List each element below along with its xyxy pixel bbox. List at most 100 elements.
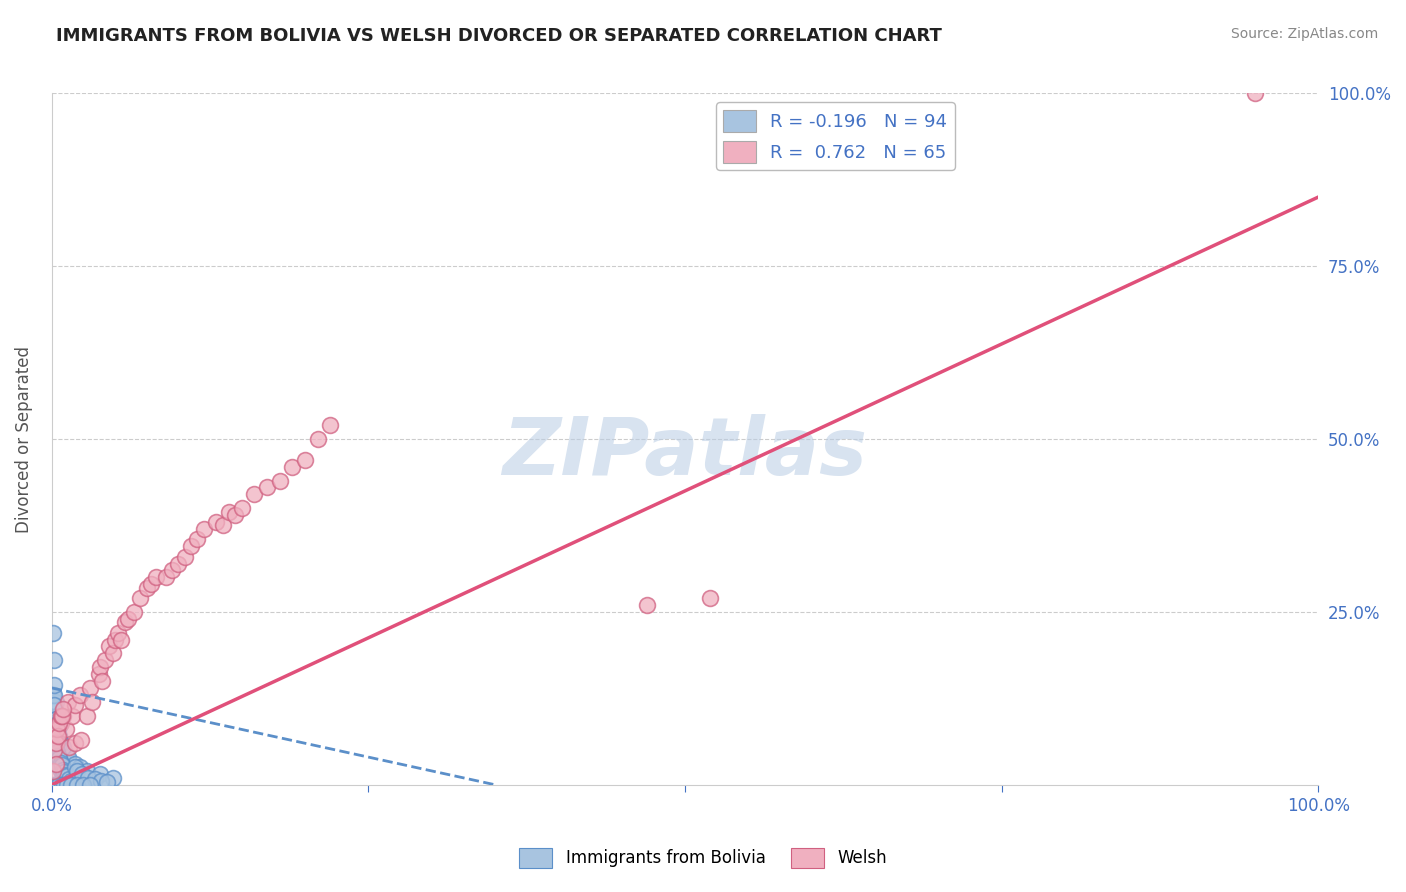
Point bbox=[91, 674, 114, 689]
Point bbox=[42, 778, 65, 792]
Point bbox=[49, 764, 72, 778]
Text: Source: ZipAtlas.com: Source: ZipAtlas.com bbox=[1230, 27, 1378, 41]
Point bbox=[79, 778, 101, 792]
Point bbox=[46, 748, 69, 763]
Point bbox=[44, 653, 66, 667]
Text: ZIPatlas: ZIPatlas bbox=[502, 414, 868, 491]
Point bbox=[49, 715, 72, 730]
Point bbox=[76, 708, 98, 723]
Point bbox=[45, 732, 67, 747]
Point bbox=[51, 708, 73, 723]
Point bbox=[129, 591, 152, 605]
Point bbox=[180, 539, 202, 553]
Point bbox=[45, 723, 67, 737]
Point bbox=[44, 739, 66, 754]
Point bbox=[45, 730, 67, 744]
Point bbox=[52, 708, 75, 723]
Point bbox=[89, 767, 111, 781]
Point bbox=[70, 767, 93, 781]
Point bbox=[42, 739, 65, 754]
Point bbox=[44, 712, 66, 726]
Point bbox=[307, 432, 329, 446]
Point bbox=[46, 778, 69, 792]
Point bbox=[211, 518, 233, 533]
Point bbox=[45, 735, 67, 749]
Point bbox=[45, 719, 67, 733]
Point bbox=[45, 778, 67, 792]
Point bbox=[48, 751, 70, 765]
Point bbox=[294, 452, 316, 467]
Point bbox=[56, 769, 79, 783]
Point bbox=[155, 570, 177, 584]
Point bbox=[193, 522, 215, 536]
Point bbox=[82, 695, 104, 709]
Point bbox=[55, 747, 77, 761]
Point bbox=[89, 660, 111, 674]
Point bbox=[52, 763, 75, 777]
Point bbox=[46, 723, 69, 737]
Point bbox=[42, 688, 65, 702]
Point bbox=[72, 778, 94, 792]
Point bbox=[636, 598, 658, 612]
Point bbox=[55, 723, 77, 737]
Point bbox=[699, 591, 721, 605]
Point bbox=[110, 632, 132, 647]
Point bbox=[139, 577, 162, 591]
Point bbox=[59, 774, 82, 789]
Point bbox=[44, 736, 66, 750]
Point bbox=[319, 418, 342, 433]
Point bbox=[42, 726, 65, 740]
Point bbox=[52, 702, 75, 716]
Point bbox=[114, 615, 136, 630]
Point bbox=[45, 750, 67, 764]
Point bbox=[243, 487, 266, 501]
Point bbox=[51, 778, 73, 792]
Point bbox=[52, 743, 75, 757]
Point bbox=[173, 549, 195, 564]
Point bbox=[94, 653, 117, 667]
Point bbox=[69, 760, 91, 774]
Point bbox=[42, 736, 65, 750]
Point bbox=[62, 775, 84, 789]
Point bbox=[45, 723, 67, 737]
Point bbox=[160, 563, 183, 577]
Point bbox=[45, 717, 67, 731]
Point bbox=[1244, 87, 1267, 101]
Point bbox=[167, 557, 190, 571]
Point bbox=[66, 778, 89, 792]
Point bbox=[45, 726, 67, 740]
Point bbox=[55, 771, 77, 785]
Point bbox=[44, 688, 66, 702]
Point bbox=[281, 459, 304, 474]
Point bbox=[269, 474, 291, 488]
Point bbox=[58, 739, 80, 754]
Point bbox=[45, 743, 67, 757]
Point bbox=[256, 480, 278, 494]
Point bbox=[42, 715, 65, 730]
Point bbox=[45, 736, 67, 750]
Point bbox=[45, 778, 67, 792]
Point bbox=[45, 739, 67, 754]
Point bbox=[96, 775, 118, 789]
Point bbox=[48, 760, 70, 774]
Point bbox=[90, 773, 112, 788]
Point bbox=[51, 739, 73, 754]
Legend: Immigrants from Bolivia, Welsh: Immigrants from Bolivia, Welsh bbox=[512, 841, 894, 875]
Y-axis label: Divorced or Separated: Divorced or Separated bbox=[15, 345, 32, 533]
Point bbox=[45, 715, 67, 730]
Point bbox=[42, 625, 65, 640]
Point bbox=[145, 570, 167, 584]
Point bbox=[63, 757, 86, 772]
Point bbox=[44, 677, 66, 691]
Point bbox=[51, 758, 73, 772]
Point bbox=[97, 640, 120, 654]
Point bbox=[44, 743, 66, 757]
Point bbox=[58, 772, 80, 787]
Point bbox=[101, 646, 124, 660]
Text: IMMIGRANTS FROM BOLIVIA VS WELSH DIVORCED OR SEPARATED CORRELATION CHART: IMMIGRANTS FROM BOLIVIA VS WELSH DIVORCE… bbox=[56, 27, 942, 45]
Point bbox=[45, 730, 67, 744]
Point bbox=[122, 605, 145, 619]
Point bbox=[45, 708, 67, 723]
Point bbox=[48, 730, 70, 744]
Point bbox=[218, 505, 240, 519]
